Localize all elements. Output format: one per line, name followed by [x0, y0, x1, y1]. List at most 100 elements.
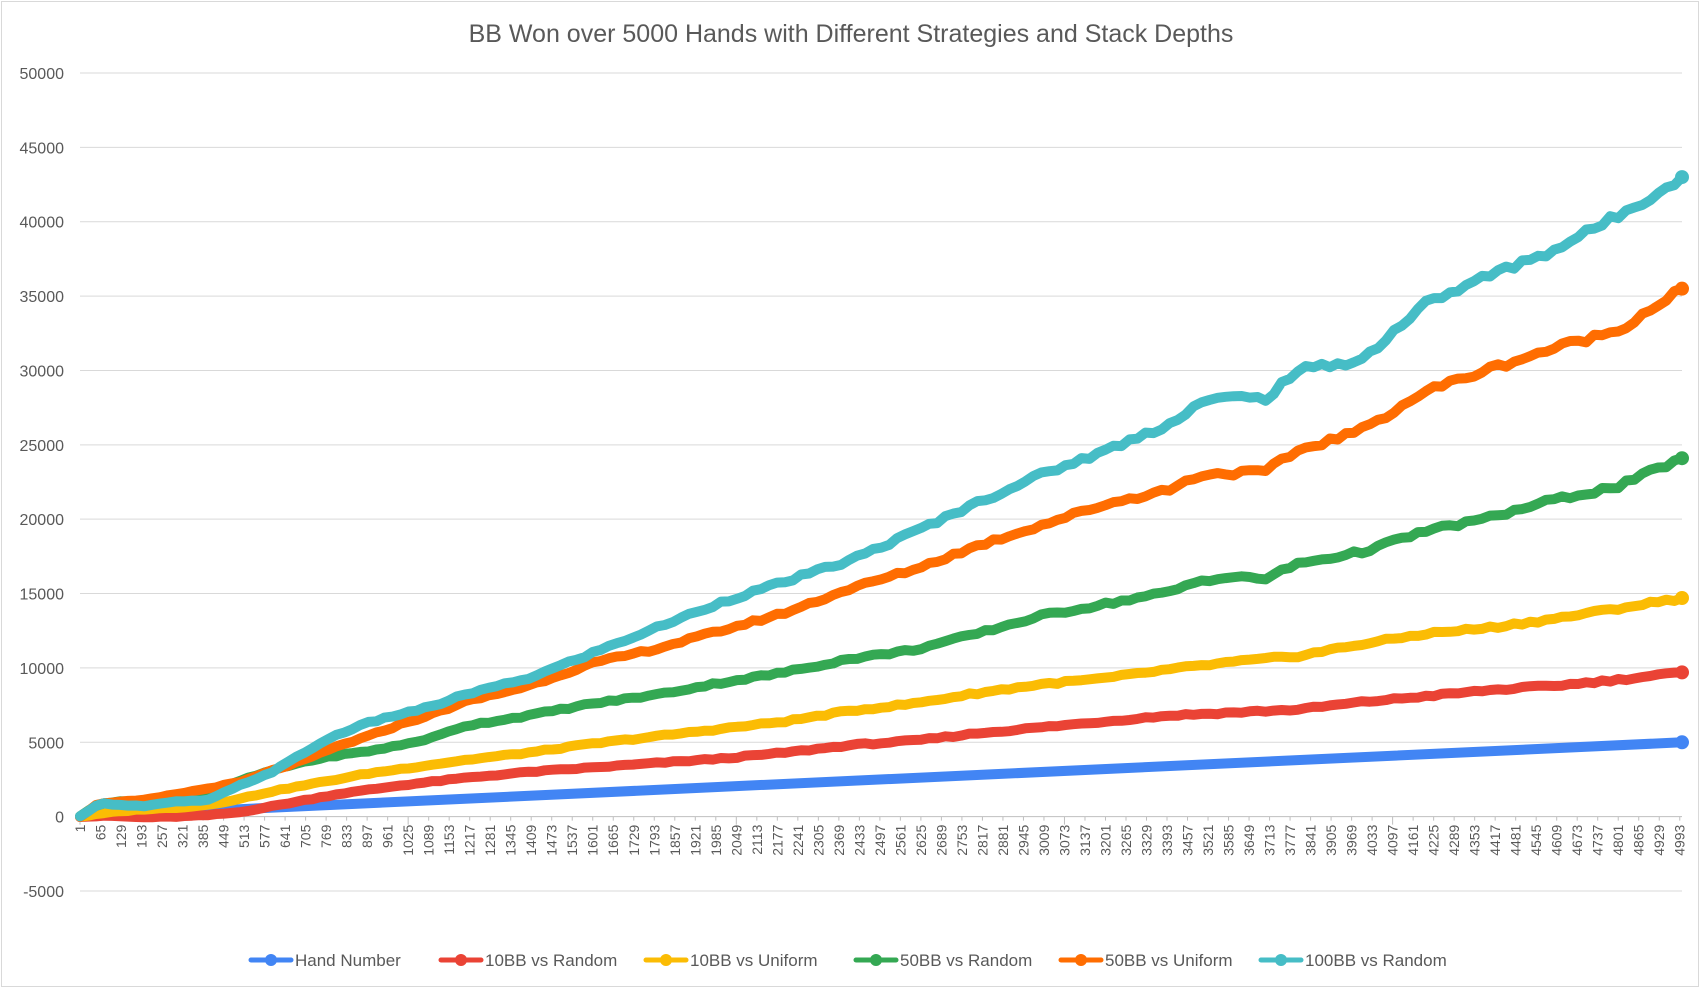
x-tick-label: 2497	[872, 824, 888, 855]
x-tick-label: 3841	[1303, 824, 1319, 855]
y-tick-label: 35000	[20, 289, 65, 306]
x-tick-label: 3969	[1344, 824, 1360, 855]
x-tick-label: 833	[339, 824, 355, 848]
x-tick-label: 2689	[933, 824, 949, 855]
x-tick-label: 3393	[1159, 824, 1175, 855]
y-tick-label: 20000	[20, 512, 65, 529]
y-tick-label: -5000	[23, 884, 64, 901]
x-tick-label: 2753	[954, 824, 970, 855]
x-tick-label: 1473	[544, 824, 560, 855]
x-tick-label: 1409	[523, 824, 539, 855]
series-end-point	[1675, 281, 1689, 296]
series-line-50bb-vs-uniform	[75, 283, 1687, 822]
legend-swatch-marker	[660, 954, 672, 966]
legend-item[interactable]: 10BB vs Uniform	[643, 951, 818, 970]
legend-label: 50BB vs Random	[900, 951, 1032, 970]
x-tick-label: 65	[93, 824, 109, 840]
legend-swatch-marker	[1275, 954, 1287, 966]
x-tick-label: 577	[257, 824, 273, 848]
x-tick-label: 3521	[1200, 824, 1216, 855]
series-line-hand-number	[75, 737, 1687, 822]
x-tick-label: 1601	[585, 824, 601, 855]
x-tick-label: 3137	[1077, 824, 1093, 855]
x-tick-label: 4417	[1487, 824, 1503, 855]
x-tick-label: 4737	[1590, 824, 1606, 855]
series-end-point	[1675, 665, 1689, 680]
x-tick-label: 449	[216, 824, 232, 848]
x-tick-label: 2817	[974, 824, 990, 855]
x-tick-label: 4225	[1426, 824, 1442, 855]
x-tick-label: 2049	[728, 824, 744, 855]
x-tick-label: 961	[380, 824, 396, 848]
x-tick-label: 3777	[1282, 824, 1298, 855]
series-lines	[75, 170, 1689, 823]
x-tick-label: 3585	[1221, 824, 1237, 855]
legend-label: Hand Number	[295, 951, 401, 970]
x-tick-label: 4161	[1405, 824, 1421, 855]
y-tick-label: 0	[55, 810, 64, 827]
x-tick-label: 1	[72, 824, 88, 832]
x-tick-label: 4545	[1528, 824, 1544, 855]
x-tick-label: 4993	[1672, 824, 1688, 855]
x-tick-label: 3713	[1262, 824, 1278, 855]
x-tick-label: 1153	[441, 824, 457, 854]
x-tick-label: 3073	[1056, 824, 1072, 855]
legend: Hand Number 10BB vs Random 10BB vs Uniform…	[248, 951, 1447, 970]
x-tick-label: 1537	[564, 824, 580, 855]
x-tick-label: 3201	[1097, 824, 1113, 855]
y-tick-label: 25000	[20, 438, 65, 455]
legend-label: 10BB vs Random	[485, 951, 617, 970]
x-tick-label: 4865	[1631, 824, 1647, 855]
x-tick-label: 4609	[1549, 824, 1565, 855]
x-tick-label: 4097	[1385, 824, 1401, 855]
x-tick-label: 1729	[626, 824, 642, 855]
legend-swatch-marker	[870, 954, 882, 966]
x-tick-label: 3905	[1323, 824, 1339, 855]
series-end-point	[1675, 451, 1689, 466]
series-line-50bb-vs-random	[75, 453, 1687, 822]
legend-label: 100BB vs Random	[1305, 951, 1447, 970]
y-tick-label: 40000	[20, 215, 65, 232]
x-tick-label: 4353	[1467, 824, 1483, 855]
x-tick-label: 1025	[400, 824, 416, 855]
x-tick-label: 3457	[1180, 824, 1196, 855]
x-tick-label: 1665	[605, 824, 621, 855]
gridlines	[80, 72, 1682, 892]
x-tick-label: 769	[318, 824, 334, 848]
x-tick-label: 1345	[503, 824, 519, 855]
legend-item[interactable]: 50BB vs Uniform	[1058, 951, 1233, 970]
legend-swatch-marker	[1075, 954, 1087, 966]
x-tick-label: 897	[359, 824, 375, 848]
x-tick-label: 193	[134, 824, 150, 848]
y-tick-label: 5000	[28, 735, 64, 752]
legend-item[interactable]: 50BB vs Random	[853, 951, 1032, 970]
chart-title: BB Won over 5000 Hands with Different St…	[469, 20, 1234, 48]
legend-swatch-marker	[265, 954, 277, 966]
legend-item[interactable]: 100BB vs Random	[1258, 951, 1447, 970]
series-end-point	[1675, 591, 1689, 606]
x-tick-label: 1921	[687, 824, 703, 855]
x-tick-label: 2113	[749, 824, 765, 854]
y-axis-tick-labels: -5000 0 5000 10000 15000 20000 25000 30000 35000…	[20, 66, 65, 901]
x-tick-label: 2177	[769, 824, 785, 855]
y-tick-label: 10000	[20, 661, 65, 678]
series-end-point	[1675, 735, 1689, 750]
series-line-10bb-vs-uniform	[75, 593, 1687, 822]
legend-item[interactable]: Hand Number	[248, 951, 401, 970]
x-tick-label: 4801	[1610, 824, 1626, 855]
legend-swatch-marker	[455, 954, 467, 966]
legend-item[interactable]: 10BB vs Random	[438, 951, 617, 970]
series-end-point	[1675, 170, 1689, 185]
x-tick-label: 385	[195, 824, 211, 848]
x-tick-label: 3649	[1241, 824, 1257, 855]
series-line-100bb-vs-random	[75, 172, 1687, 822]
x-tick-label: 641	[277, 824, 293, 848]
x-axis-tick-labels: 1 65 129 193 257 321 385 449 513 577 641 705 769 833 8…	[72, 816, 1688, 856]
series-line-10bb-vs-random	[75, 667, 1687, 823]
x-tick-label: 257	[154, 824, 170, 848]
x-tick-label: 2305	[810, 824, 826, 855]
x-tick-label: 129	[113, 824, 129, 848]
x-tick-label: 1281	[482, 824, 498, 855]
